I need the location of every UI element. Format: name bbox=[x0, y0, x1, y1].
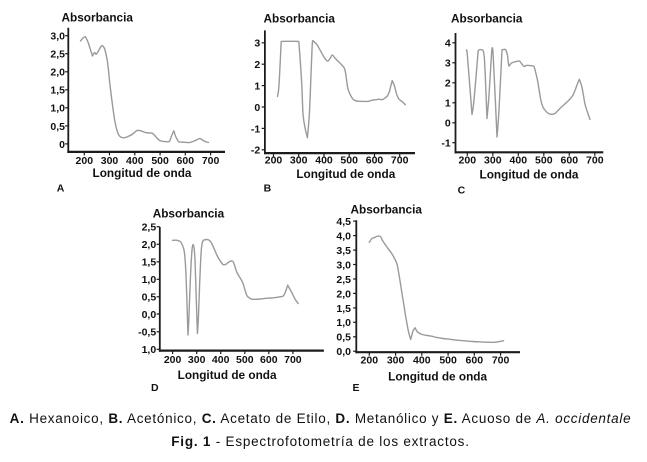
svg-text:600: 600 bbox=[177, 155, 195, 167]
svg-text:400: 400 bbox=[126, 155, 144, 167]
svg-text:3,0: 3,0 bbox=[336, 259, 351, 271]
svg-text:3,5: 3,5 bbox=[336, 245, 351, 257]
svg-text:200: 200 bbox=[265, 155, 283, 167]
svg-text:400: 400 bbox=[212, 354, 230, 366]
svg-text:200: 200 bbox=[164, 354, 182, 366]
svg-text:Absorbancia: Absorbancia bbox=[351, 202, 423, 216]
svg-text:600: 600 bbox=[260, 354, 278, 366]
svg-text:3: 3 bbox=[445, 58, 451, 70]
svg-text:600: 600 bbox=[466, 354, 484, 366]
svg-text:2,5: 2,5 bbox=[50, 49, 65, 61]
svg-text:2,5: 2,5 bbox=[336, 274, 351, 286]
svg-text:1,5: 1,5 bbox=[142, 257, 157, 269]
svg-text:400: 400 bbox=[510, 154, 528, 166]
svg-text:4,0: 4,0 bbox=[336, 231, 351, 243]
svg-text:0,5: 0,5 bbox=[50, 121, 65, 133]
svg-text:0: 0 bbox=[445, 118, 451, 130]
svg-text:500: 500 bbox=[151, 155, 169, 167]
svg-text:Longitud de onda: Longitud de onda bbox=[388, 369, 487, 383]
svg-text:1,5: 1,5 bbox=[50, 85, 65, 97]
svg-text:1,0: 1,0 bbox=[50, 103, 65, 115]
svg-text:1: 1 bbox=[254, 81, 260, 93]
svg-text:D: D bbox=[151, 382, 159, 394]
svg-text:2: 2 bbox=[445, 78, 451, 90]
svg-text:500: 500 bbox=[236, 354, 254, 366]
svg-text:0,5: 0,5 bbox=[336, 332, 351, 344]
svg-text:4: 4 bbox=[445, 38, 451, 50]
svg-text:4,5: 4,5 bbox=[336, 216, 351, 228]
svg-text:1,0: 1,0 bbox=[142, 344, 157, 356]
svg-text:-1: -1 bbox=[441, 138, 450, 150]
svg-text:1,0: 1,0 bbox=[336, 317, 351, 329]
svg-text:700: 700 bbox=[202, 155, 220, 167]
svg-text:600: 600 bbox=[561, 154, 579, 166]
svg-text:Longitud de onda: Longitud de onda bbox=[178, 368, 277, 382]
svg-text:C: C bbox=[458, 185, 466, 197]
svg-text:E: E bbox=[353, 382, 360, 394]
svg-text:Longitud de onda: Longitud de onda bbox=[296, 167, 395, 181]
svg-text:-2: -2 bbox=[251, 145, 260, 157]
svg-text:Longitud de onda: Longitud de onda bbox=[480, 168, 579, 182]
svg-text:600: 600 bbox=[366, 155, 384, 167]
svg-text:Absorbancia: Absorbancia bbox=[153, 206, 225, 220]
svg-text:700: 700 bbox=[284, 354, 302, 366]
svg-text:0,5: 0,5 bbox=[142, 292, 157, 304]
svg-text:0: 0 bbox=[59, 139, 65, 151]
svg-text:0,0: 0,0 bbox=[336, 346, 351, 358]
svg-text:500: 500 bbox=[340, 155, 358, 167]
svg-text:2,0: 2,0 bbox=[142, 239, 157, 251]
svg-text:3: 3 bbox=[254, 38, 260, 50]
svg-text:-1: -1 bbox=[251, 123, 260, 135]
svg-text:300: 300 bbox=[188, 354, 206, 366]
svg-text:3,0: 3,0 bbox=[50, 31, 65, 43]
svg-text:-0,5: -0,5 bbox=[138, 327, 156, 339]
svg-text:200: 200 bbox=[76, 155, 94, 167]
svg-text:700: 700 bbox=[492, 354, 510, 366]
svg-text:300: 300 bbox=[290, 155, 308, 167]
svg-text:2,0: 2,0 bbox=[336, 288, 351, 300]
svg-text:2,0: 2,0 bbox=[50, 67, 65, 79]
svg-text:2,5: 2,5 bbox=[142, 222, 157, 234]
svg-text:1,0: 1,0 bbox=[142, 274, 157, 286]
svg-text:B: B bbox=[264, 183, 272, 195]
svg-text:300: 300 bbox=[387, 354, 405, 366]
svg-text:1,5: 1,5 bbox=[336, 303, 351, 315]
svg-text:1: 1 bbox=[445, 98, 451, 110]
svg-text:Absorbancia: Absorbancia bbox=[451, 11, 523, 25]
svg-text:500: 500 bbox=[535, 154, 553, 166]
svg-text:Absorbancia: Absorbancia bbox=[62, 10, 134, 24]
svg-text:A: A bbox=[57, 183, 65, 195]
svg-text:400: 400 bbox=[413, 354, 431, 366]
svg-text:Absorbancia: Absorbancia bbox=[264, 11, 336, 25]
svg-text:0: 0 bbox=[254, 102, 260, 114]
svg-text:200: 200 bbox=[459, 154, 477, 166]
svg-text:200: 200 bbox=[361, 354, 379, 366]
svg-text:400: 400 bbox=[315, 155, 333, 167]
svg-text:300: 300 bbox=[101, 155, 119, 167]
svg-text:500: 500 bbox=[439, 354, 457, 366]
svg-text:300: 300 bbox=[484, 154, 502, 166]
svg-text:700: 700 bbox=[391, 155, 409, 167]
svg-text:700: 700 bbox=[586, 154, 604, 166]
svg-text:2: 2 bbox=[254, 59, 260, 71]
svg-text:0,0: 0,0 bbox=[142, 309, 157, 321]
svg-text:Longitud de onda: Longitud de onda bbox=[93, 166, 192, 180]
